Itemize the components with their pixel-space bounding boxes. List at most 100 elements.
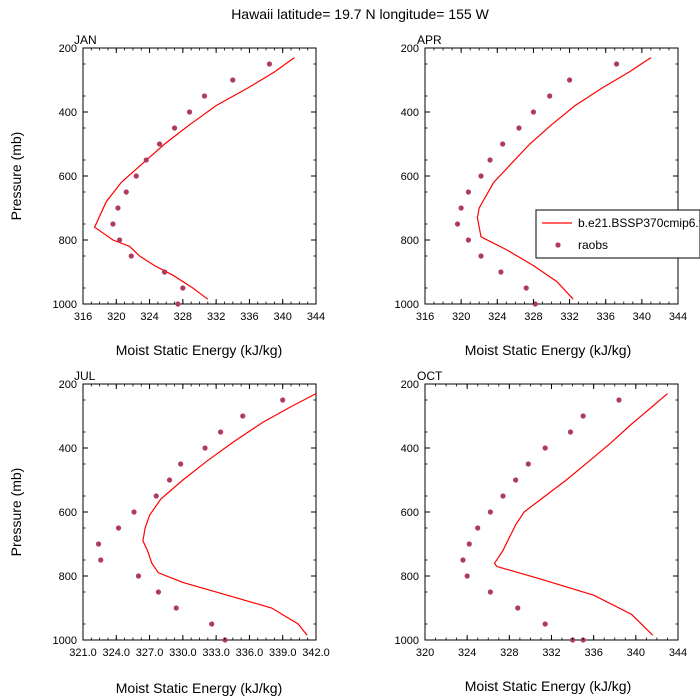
x-ticks-jul: 321.0 324.0 327.0 330.0 333.0 336.0 339.0 342.0: [69, 384, 330, 659]
raobs-point: [133, 173, 139, 179]
panel-title-apr: APR: [417, 33, 442, 47]
y-tick-label: 400: [401, 107, 419, 119]
raobs-point: [128, 253, 134, 259]
raobs-point: [123, 189, 129, 195]
raobs-point: [153, 493, 159, 499]
legend: b.e21.BSSP370cmip6.f09_g17.CMIP6-SSP3-7.…: [535, 209, 700, 259]
y-tick-label: 800: [401, 235, 419, 247]
raobs-point: [202, 445, 208, 451]
y-tick-label: 200: [401, 379, 419, 391]
x-ticks-oct: 320 324 328 332 336 340 344: [416, 384, 687, 659]
panel-title-oct: OCT: [417, 369, 443, 383]
plot-area-jul: [82, 383, 317, 643]
x-tick-label: 320: [416, 647, 434, 659]
x-axis-label-oct: Moist Static Energy (kJ/kg): [465, 678, 632, 694]
x-tick-label: 332: [207, 311, 225, 323]
x-ticks-jan: 316 320 324 328 332 336 340 344: [74, 48, 325, 323]
x-tick-label: 339.0: [269, 647, 297, 659]
y-tick-label: 800: [59, 571, 77, 583]
x-tick-label: 336.0: [236, 647, 264, 659]
x-tick-label: 340: [274, 311, 292, 323]
y-axis-label-jul: Pressure (mb): [8, 468, 24, 557]
raobs-point: [131, 509, 137, 515]
raobs-point: [567, 429, 574, 435]
raobs-point: [110, 221, 116, 227]
y-ticks-oct: 200 400 600 800 1000: [395, 379, 678, 647]
y-tick-label: 400: [401, 443, 419, 455]
plot-frame-jul: [82, 383, 317, 641]
x-tick-label: 344: [307, 311, 325, 323]
plot-area-apr: [424, 47, 679, 307]
x-tick-label: 342.0: [302, 647, 330, 659]
x-tick-label: 344: [669, 311, 687, 323]
x-tick-label: 336: [597, 311, 615, 323]
raobs-point: [230, 77, 236, 83]
x-tick-label: 332: [560, 311, 578, 323]
raobs-point: [464, 573, 470, 579]
x-tick-label: 340: [627, 647, 645, 659]
raobs-point: [465, 189, 471, 195]
legend-obs-label: raobs: [578, 238, 608, 252]
panel-jan: JAN 316 320 324 328 332 336 340 344 200 400 600 80…: [8, 33, 325, 358]
x-ticks-apr: 316 320 324 328 332 336 340 344: [416, 48, 687, 323]
raobs-point: [500, 493, 506, 499]
panel-oct: OCT 320 324 328 332 336 340 344 200 400 600 800 10…: [395, 369, 688, 694]
y-tick-label: 600: [401, 171, 419, 183]
y-tick-label: 1000: [53, 299, 77, 311]
raobs-point: [175, 301, 181, 307]
raobs-point: [98, 557, 104, 563]
x-tick-label: 328: [524, 311, 542, 323]
y-tick-label: 200: [401, 43, 419, 55]
x-tick-label: 332: [542, 647, 560, 659]
plot-frame-apr: [424, 47, 679, 305]
x-tick-label: 340: [633, 311, 651, 323]
x-tick-label: 328: [500, 647, 518, 659]
raobs-point: [217, 429, 224, 435]
raobs-point: [516, 125, 522, 131]
raobs-point: [173, 605, 179, 611]
panel-title-jan: JAN: [74, 33, 97, 47]
raobs-point: [523, 285, 529, 291]
x-axis-label-apr: Moist Static Energy (kJ/kg): [465, 342, 632, 358]
y-tick-label: 600: [59, 171, 77, 183]
model-series-line-apr: [476, 57, 652, 300]
raobs-point: [580, 413, 586, 419]
y-tick-label: 800: [59, 235, 77, 247]
x-tick-label: 324.0: [103, 647, 131, 659]
raobs-point: [478, 253, 484, 259]
panel-title-jul: JUL: [74, 369, 96, 383]
raobs-point: [155, 589, 162, 595]
legend-obs-marker: [555, 242, 561, 248]
raobs-point: [487, 589, 493, 595]
x-tick-label: 321.0: [69, 647, 97, 659]
y-tick-label: 1000: [395, 299, 419, 311]
model-series-line-jul: [142, 393, 317, 636]
raobs-point: [240, 413, 246, 419]
raobs-point: [156, 141, 163, 147]
figure-title: Hawaii latitude= 19.7 N longitude= 155 W: [231, 6, 489, 22]
x-tick-label: 316: [74, 311, 92, 323]
raobs-point: [209, 621, 215, 627]
x-tick-label: 327.0: [136, 647, 164, 659]
raobs-point: [465, 237, 471, 243]
plot-area-oct: [424, 383, 679, 643]
raobs-point: [186, 109, 193, 115]
x-tick-label: 324: [140, 311, 158, 323]
raobs-point: [478, 173, 484, 179]
raobs-point: [513, 477, 519, 483]
legend-box: [535, 209, 700, 259]
raobs-point: [180, 285, 186, 291]
plot-area-jan: [82, 47, 317, 307]
raobs-point: [171, 125, 178, 131]
raobs-point: [166, 477, 173, 483]
raobs-point: [487, 509, 493, 515]
raobs-point: [266, 61, 272, 67]
raobs-point: [280, 397, 286, 403]
y-ticks-jan: 200 400 600 800 1000: [53, 43, 316, 311]
panel-apr: APR 316 320 324 328 332 336 340 344 200 400 600 80…: [395, 33, 688, 358]
raobs-point: [515, 605, 521, 611]
x-tick-label: 316: [416, 311, 434, 323]
x-tick-label: 320: [452, 311, 470, 323]
raobs-point: [95, 541, 102, 547]
y-ticks-apr: 200 400 600 800 1000: [395, 43, 678, 311]
